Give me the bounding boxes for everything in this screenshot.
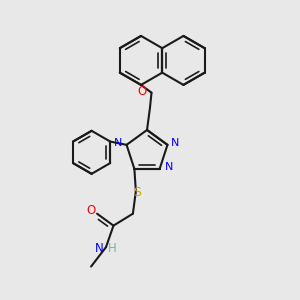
Text: N: N xyxy=(114,138,123,148)
Text: N: N xyxy=(171,138,180,148)
Text: O: O xyxy=(86,204,96,217)
Text: H: H xyxy=(108,242,117,255)
Text: N: N xyxy=(95,242,104,255)
Text: N: N xyxy=(164,162,173,172)
Text: O: O xyxy=(137,85,146,98)
Text: S: S xyxy=(133,186,141,199)
